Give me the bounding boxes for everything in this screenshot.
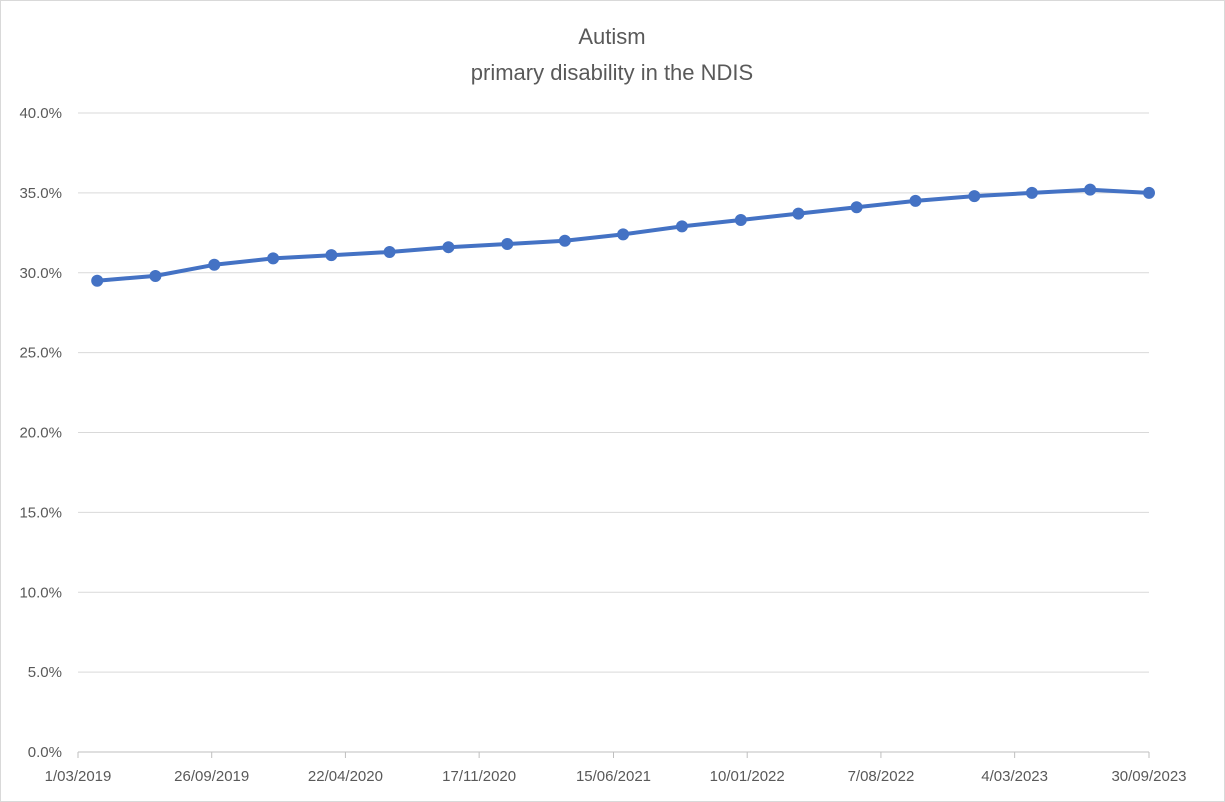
y-tick-label: 0.0% [28,744,62,761]
chart-title-line-2: primary disability in the NDIS [471,60,753,85]
data-point [675,220,688,233]
data-point [734,214,747,227]
data-point [968,190,981,203]
y-tick-label: 25.0% [19,345,62,362]
y-tick-label: 5.0% [28,664,62,681]
y-tick-label: 20.0% [19,425,62,442]
data-point [208,258,221,271]
data-point [558,234,571,247]
data-point [1025,186,1038,199]
y-tick-label: 10.0% [19,584,62,601]
x-tick-label: 30/09/2023 [1111,768,1186,785]
data-point [91,274,104,287]
x-tick-label: 15/06/2021 [576,768,651,785]
data-point [909,194,922,207]
y-axis-tick-labels: 0.0% 5.0% 10.0% 15.0% 20.0% 25.0% 30.0% 35.0% 40… [19,105,62,761]
x-tick-label: 4/03/2023 [981,768,1048,785]
x-tick-label: 17/11/2020 [442,768,516,785]
data-point [501,237,514,250]
data-point [850,201,863,214]
x-axis-tick-labels: 1/03/2019 26/09/2019 22/04/2020 17/11/2020 1… [45,768,1187,785]
series-group [91,183,1155,287]
data-point [1143,186,1155,199]
x-tick-label: 22/04/2020 [308,768,383,785]
y-tick-label: 15.0% [19,504,62,521]
data-point [1084,183,1097,196]
data-point [267,252,280,265]
x-tick-label: 26/09/2019 [174,768,249,785]
data-point [149,269,162,282]
chart-title-line-1: Autism [578,24,645,49]
x-tick-label: 10/01/2022 [710,768,785,785]
data-point [792,207,805,220]
data-point [442,241,455,254]
x-tick-label: 7/08/2022 [848,768,915,785]
x-axis [77,751,1150,758]
x-tick-label: 1/03/2019 [45,768,112,785]
y-tick-label: 30.0% [19,265,62,282]
data-point [325,249,338,262]
y-tick-label: 40.0% [19,105,62,122]
data-point [617,228,630,241]
y-tick-label: 35.0% [19,185,62,202]
data-point [383,245,396,258]
